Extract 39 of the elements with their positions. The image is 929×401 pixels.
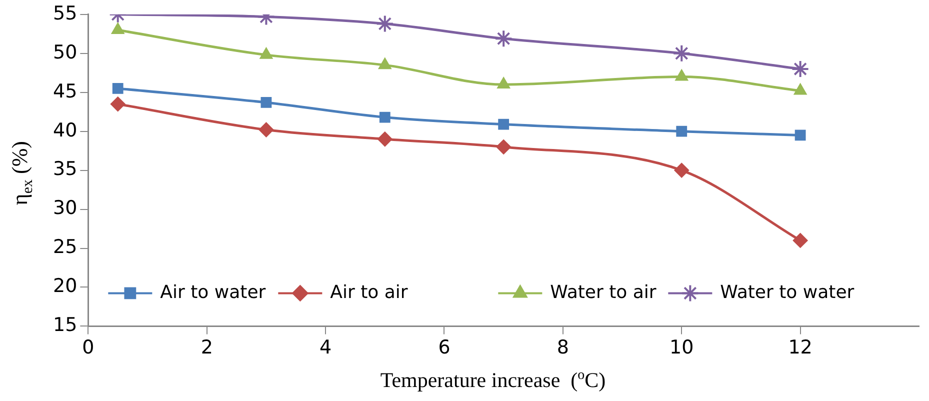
x-tick-label: 10	[670, 336, 694, 359]
y-tick-label: 50	[52, 41, 78, 64]
y-tick-label: 20	[52, 275, 78, 298]
point	[112, 83, 124, 94]
y-tick-label: 35	[52, 158, 78, 180]
x-tick-label: 0	[82, 336, 94, 359]
point	[376, 14, 394, 33]
y-tick-label: 25	[52, 236, 78, 258]
x-tick-label: 4	[320, 336, 332, 359]
y-tick-label: 55	[52, 2, 78, 24]
y-tick-label: 30	[52, 197, 78, 220]
point	[792, 232, 808, 248]
point	[672, 44, 691, 62]
point	[791, 60, 810, 78]
legend-label: Water to water	[720, 282, 855, 303]
x-tick-label: 6	[438, 336, 450, 359]
legend-label: Water to air	[550, 282, 657, 303]
point	[498, 118, 510, 130]
point	[674, 162, 690, 178]
point	[377, 132, 392, 147]
point	[496, 139, 512, 154]
legend-label: Air to air	[330, 282, 408, 303]
x-tick-label: 2	[200, 336, 213, 359]
point	[110, 96, 126, 112]
point	[497, 77, 510, 89]
legend-label: Air to water	[160, 282, 266, 303]
x-tick-label: 8	[556, 336, 569, 359]
x-axis-title: Temperature increase ($^{o}$C)	[379, 368, 607, 393]
y-tick-label: 45	[52, 80, 78, 102]
y-tick-label: 40	[52, 119, 78, 142]
point	[494, 30, 513, 48]
point	[379, 112, 390, 123]
point	[378, 58, 392, 70]
point	[260, 97, 272, 108]
x-tick-label: 12	[788, 336, 812, 359]
y-tick-label: 15	[52, 314, 78, 336]
point	[258, 122, 274, 138]
point	[794, 130, 806, 141]
point	[676, 126, 688, 137]
